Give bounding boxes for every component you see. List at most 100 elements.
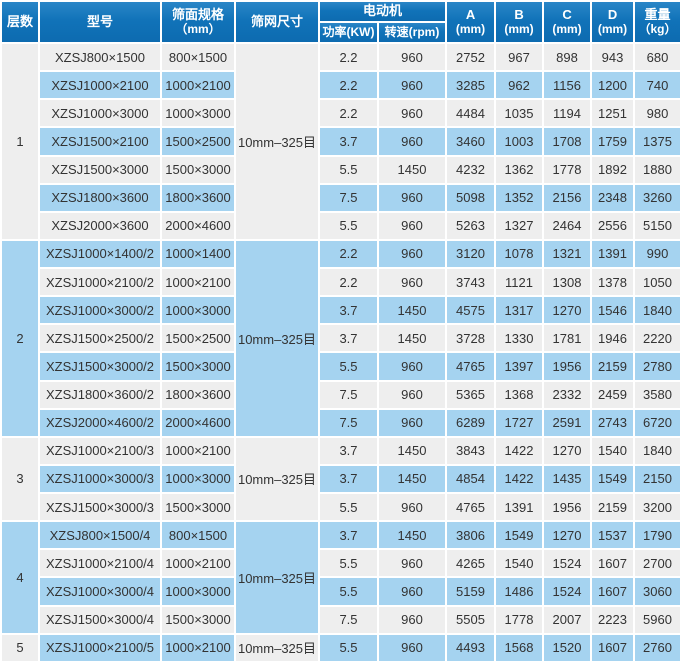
mesh-size-cell: 10mm–325目 (234, 238, 320, 438)
speed-cell: 1450 (376, 295, 448, 326)
weight-cell: 990 (633, 238, 680, 270)
power-cell: 7.5 (318, 604, 379, 635)
table-row: 5 XZSJ1000×2100/5 1000×2100 10mm–325目 5.5 960… (0, 632, 680, 663)
power-cell: 2.2 (318, 266, 379, 298)
screen-spec-cell: 1000×2100 (160, 435, 236, 466)
power-cell: 2.2 (318, 238, 379, 270)
weight-cell: 1840 (633, 295, 680, 326)
c-cell: 1321 (542, 238, 593, 270)
weight-cell: 2780 (633, 351, 680, 382)
speed-cell: 960 (376, 407, 448, 438)
d-cell: 1537 (590, 520, 636, 551)
table-row: XZSJ2000×3600 2000×4600 5.5 960 5263 1327 2464… (1, 210, 680, 241)
layers-cell: 1 (0, 42, 40, 241)
a-cell: 4575 (445, 295, 497, 326)
speed-cell: 960 (376, 632, 448, 663)
speed-cell: 960 (376, 548, 448, 579)
screen-spec-cell: 1800×3600 (160, 182, 236, 213)
b-cell: 1549 (494, 520, 545, 551)
model-cell: XZSJ1500×2500/2 (38, 323, 162, 354)
screen-spec-cell: 1000×3000 (160, 98, 236, 129)
power-cell: 5.5 (318, 351, 379, 382)
c-cell: 2464 (542, 210, 593, 241)
weight-cell: 2150 (633, 463, 680, 495)
col-header-c: C (mm) (542, 0, 593, 44)
d-cell: 1391 (590, 238, 636, 270)
c-cell: 1708 (542, 126, 593, 157)
model-cell: XZSJ1500×2100 (38, 126, 162, 157)
weight-cell: 2220 (633, 323, 680, 354)
mesh-size-cell: 10mm–325目 (234, 42, 320, 241)
model-cell: XZSJ1000×2100 (38, 70, 162, 101)
power-cell: 2.2 (318, 70, 379, 101)
model-cell: XZSJ1000×3000 (38, 98, 162, 129)
screen-spec-cell: 1500×3000 (160, 491, 236, 523)
table-row: 2 XZSJ1000×1400/2 1000×1400 10mm–325目 2.2 960… (0, 238, 680, 438)
d-cell: 1946 (590, 323, 636, 354)
a-cell: 4265 (445, 548, 497, 579)
table-body: 1 XZSJ800×1500 800×1500 10mm–325目 2.2 960 2752… (0, 41, 680, 663)
model-cell: XZSJ1500×3000 (38, 154, 162, 185)
a-cell: 5365 (445, 379, 497, 410)
layers-cell: 2 (0, 238, 40, 438)
speed-cell: 1450 (376, 520, 448, 551)
table-row: XZSJ1500×3000/4 1500×3000 7.5 960 5505 1778 20… (1, 604, 680, 635)
col-header-weight-label: 重量 (644, 7, 671, 22)
b-cell: 1352 (494, 182, 545, 213)
table-row: XZSJ1500×2500/2 1500×2500 3.7 1450 3728 1330 1… (1, 323, 680, 354)
table-row: XZSJ1500×3000/2 1500×3000 5.5 960 4765 1397 19… (1, 351, 680, 382)
d-cell: 2223 (590, 604, 636, 635)
d-cell: 1759 (590, 126, 636, 157)
a-cell: 4765 (445, 351, 497, 382)
col-header-a: A (mm) (445, 0, 497, 44)
a-cell: 3728 (445, 323, 497, 354)
c-cell: 1270 (542, 520, 593, 551)
model-cell: XZSJ1800×3600 (38, 182, 162, 213)
weight-cell: 1840 (633, 435, 680, 466)
col-header-d: D (mm) (590, 0, 636, 44)
weight-cell: 1050 (633, 266, 680, 298)
model-cell: XZSJ1000×1400/2 (38, 238, 162, 270)
table-row: XZSJ1500×2100 1500×2500 3.7 960 3460 1003 1708… (1, 126, 680, 157)
model-cell: XZSJ1500×3000/3 (38, 491, 162, 523)
a-cell: 3843 (445, 435, 497, 466)
col-header-model-label: 型号 (86, 13, 113, 29)
layers-cell: 4 (0, 520, 40, 635)
power-cell: 5.5 (318, 548, 379, 579)
d-cell: 1607 (590, 632, 636, 663)
speed-cell: 960 (376, 70, 448, 101)
col-header-mesh: 筛网尺寸 (234, 0, 320, 44)
speed-cell: 1450 (376, 154, 448, 185)
screen-spec-cell: 1500×3000 (160, 154, 236, 185)
weight-cell: 3260 (633, 182, 680, 213)
screen-spec-cell: 1000×3000 (160, 576, 236, 607)
speed-cell: 1450 (376, 463, 448, 495)
a-cell: 5159 (445, 576, 497, 607)
screen-spec-cell: 800×1500 (160, 520, 236, 551)
b-cell: 1422 (494, 463, 545, 495)
c-cell: 1156 (542, 70, 593, 101)
a-cell: 5263 (445, 210, 497, 241)
c-cell: 2156 (542, 182, 593, 213)
c-cell: 1956 (542, 351, 593, 382)
power-cell: 2.2 (318, 41, 379, 73)
d-cell: 1607 (590, 576, 636, 607)
model-cell: XZSJ800×1500 (38, 41, 162, 73)
b-cell: 1540 (494, 548, 545, 579)
d-cell: 2159 (590, 491, 636, 523)
col-header-weight: 重量 （kg） (633, 0, 680, 44)
b-cell: 1317 (494, 295, 545, 326)
power-cell: 7.5 (318, 379, 379, 410)
layers-cell: 5 (0, 632, 40, 663)
d-cell: 1546 (590, 295, 636, 326)
power-cell: 5.5 (318, 491, 379, 523)
table-row: 4 XZSJ800×1500/4 800×1500 10mm–325目 3.7 1450 3… (0, 520, 680, 635)
power-cell: 3.7 (318, 463, 379, 495)
speed-cell: 960 (376, 182, 448, 213)
col-header-model: 型号 (38, 0, 162, 44)
b-cell: 1327 (494, 210, 545, 241)
d-cell: 2159 (590, 351, 636, 382)
screen-spec-cell: 1000×3000 (160, 295, 236, 326)
table-row: XZSJ1000×2100/4 1000×2100 5.5 960 4265 1540 15… (1, 548, 680, 579)
